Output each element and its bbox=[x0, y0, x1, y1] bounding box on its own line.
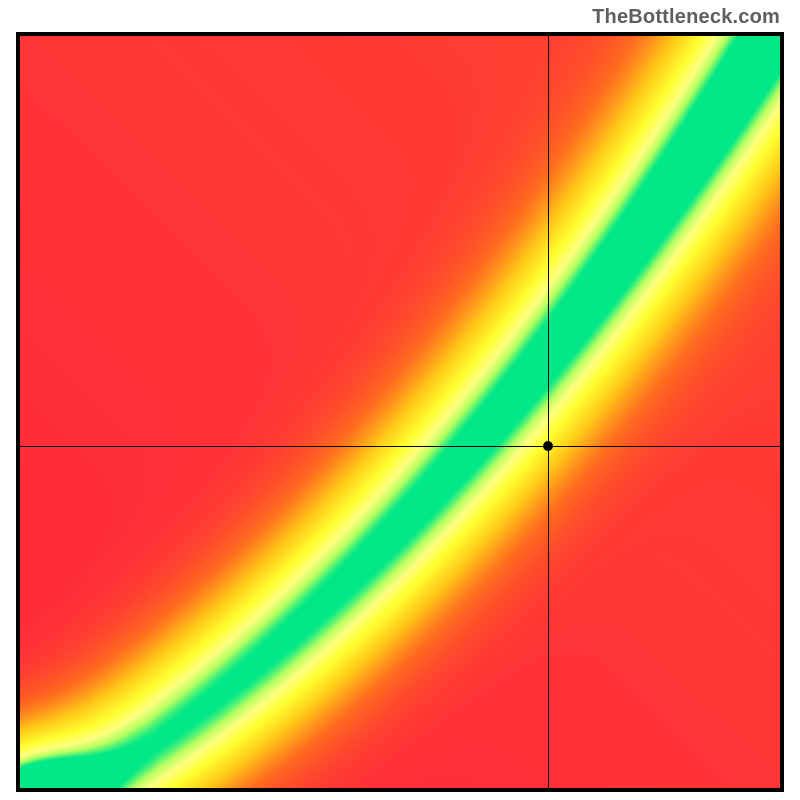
chart-container: TheBottleneck.com bbox=[0, 0, 800, 800]
plot-frame bbox=[16, 32, 784, 792]
crosshair-horizontal bbox=[20, 446, 780, 447]
crosshair-vertical bbox=[548, 36, 549, 788]
heatmap-canvas bbox=[20, 36, 780, 788]
marker-dot bbox=[543, 441, 553, 451]
watermark-text: TheBottleneck.com bbox=[592, 6, 780, 29]
